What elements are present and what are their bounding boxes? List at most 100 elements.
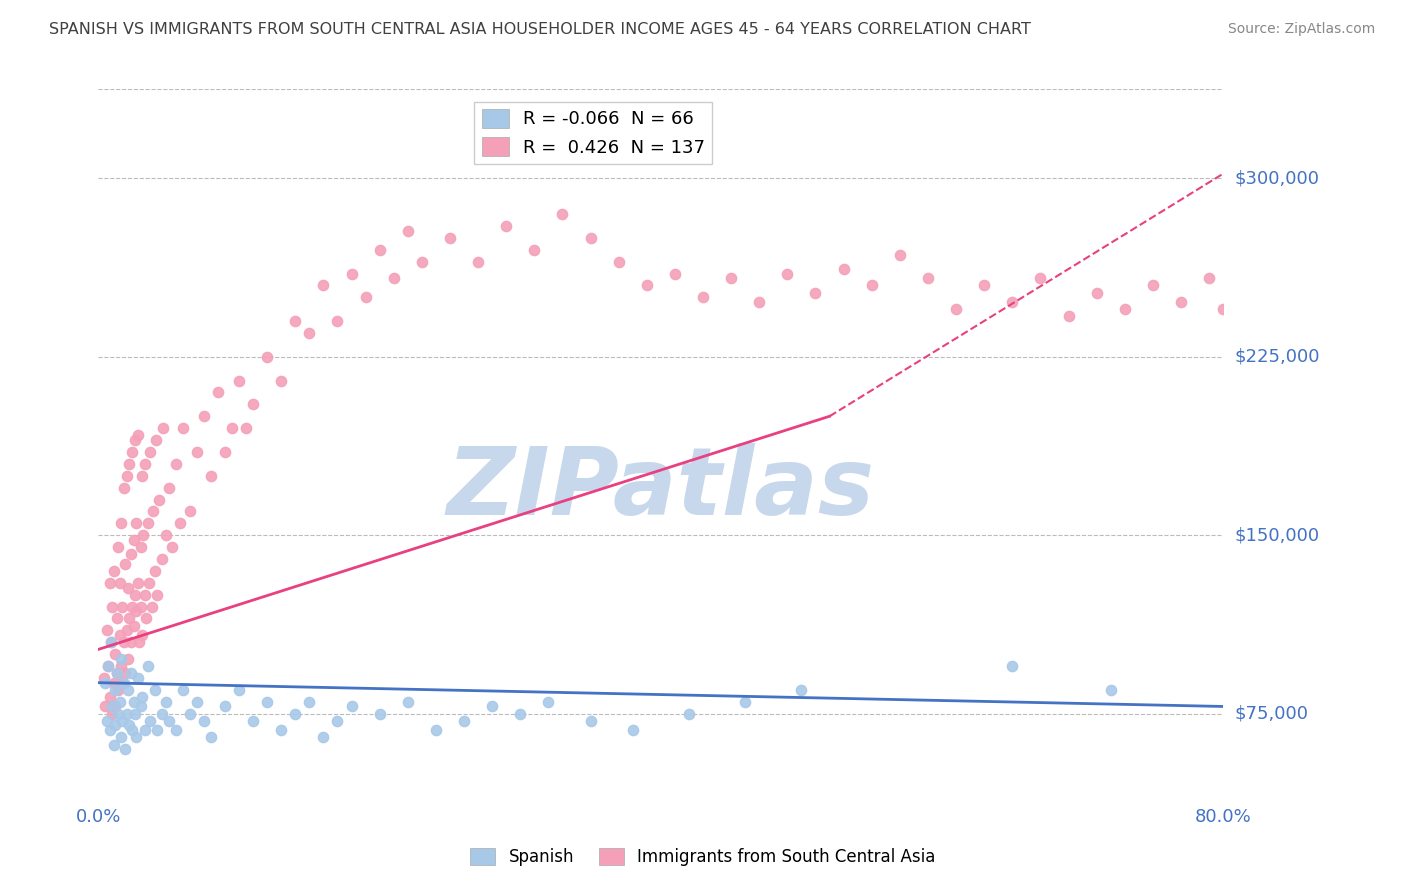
Point	[120, 666, 142, 681]
Point	[146, 588, 169, 602]
Point	[110, 731, 132, 745]
Point	[214, 699, 236, 714]
Point	[692, 290, 714, 304]
Point	[136, 659, 159, 673]
Point	[425, 723, 447, 738]
Point	[120, 547, 142, 561]
Point	[122, 533, 145, 547]
Point	[354, 290, 377, 304]
Point	[103, 675, 125, 690]
Point	[832, 261, 855, 276]
Point	[127, 671, 149, 685]
Point	[105, 611, 128, 625]
Point	[172, 421, 194, 435]
Point	[270, 374, 292, 388]
Point	[221, 421, 243, 435]
Point	[242, 397, 264, 411]
Point	[664, 267, 686, 281]
Point	[125, 731, 148, 745]
Legend: Spanish, Immigrants from South Central Asia: Spanish, Immigrants from South Central A…	[464, 841, 942, 873]
Point	[143, 682, 166, 697]
Text: $300,000: $300,000	[1234, 169, 1319, 187]
Point	[804, 285, 827, 300]
Point	[1212, 302, 1234, 317]
Point	[124, 433, 146, 447]
Point	[118, 718, 141, 732]
Point	[284, 706, 307, 721]
Point	[200, 468, 222, 483]
Point	[104, 682, 127, 697]
Point	[98, 723, 121, 738]
Text: $225,000: $225,000	[1234, 348, 1320, 366]
Point	[105, 666, 128, 681]
Point	[495, 219, 517, 233]
Point	[207, 385, 229, 400]
Point	[1142, 278, 1164, 293]
Point	[139, 714, 162, 728]
Point	[889, 247, 911, 261]
Point	[678, 706, 700, 721]
Point	[917, 271, 939, 285]
Text: Source: ZipAtlas.com: Source: ZipAtlas.com	[1227, 22, 1375, 37]
Point	[97, 659, 120, 673]
Point	[790, 682, 813, 697]
Point	[98, 690, 121, 704]
Point	[104, 699, 127, 714]
Point	[129, 599, 152, 614]
Point	[1085, 285, 1108, 300]
Point	[579, 231, 602, 245]
Point	[115, 468, 138, 483]
Point	[193, 714, 215, 728]
Point	[172, 682, 194, 697]
Point	[125, 604, 148, 618]
Point	[1114, 302, 1136, 317]
Point	[340, 267, 363, 281]
Point	[148, 492, 170, 507]
Point	[509, 706, 531, 721]
Point	[453, 714, 475, 728]
Point	[256, 350, 278, 364]
Point	[125, 516, 148, 531]
Point	[326, 714, 349, 728]
Point	[112, 635, 135, 649]
Point	[607, 254, 630, 268]
Point	[98, 575, 121, 590]
Point	[111, 675, 134, 690]
Point	[439, 231, 461, 245]
Point	[110, 516, 132, 531]
Point	[242, 714, 264, 728]
Point	[186, 695, 208, 709]
Point	[101, 706, 124, 721]
Point	[107, 706, 129, 721]
Point	[368, 243, 391, 257]
Point	[1057, 310, 1080, 324]
Point	[121, 599, 143, 614]
Point	[96, 714, 118, 728]
Point	[312, 278, 335, 293]
Point	[179, 504, 201, 518]
Point	[115, 624, 138, 638]
Point	[131, 628, 153, 642]
Point	[139, 445, 162, 459]
Point	[235, 421, 257, 435]
Point	[169, 516, 191, 531]
Point	[1282, 278, 1305, 293]
Point	[105, 666, 128, 681]
Point	[157, 481, 180, 495]
Point	[100, 635, 122, 649]
Point	[1001, 295, 1024, 310]
Point	[214, 445, 236, 459]
Point	[1240, 295, 1263, 310]
Point	[134, 588, 156, 602]
Point	[396, 695, 419, 709]
Point	[107, 540, 129, 554]
Point	[141, 599, 163, 614]
Point	[551, 207, 574, 221]
Text: $150,000: $150,000	[1234, 526, 1319, 544]
Point	[107, 682, 129, 697]
Point	[1001, 659, 1024, 673]
Point	[523, 243, 546, 257]
Point	[136, 516, 159, 531]
Point	[117, 682, 139, 697]
Point	[122, 618, 145, 632]
